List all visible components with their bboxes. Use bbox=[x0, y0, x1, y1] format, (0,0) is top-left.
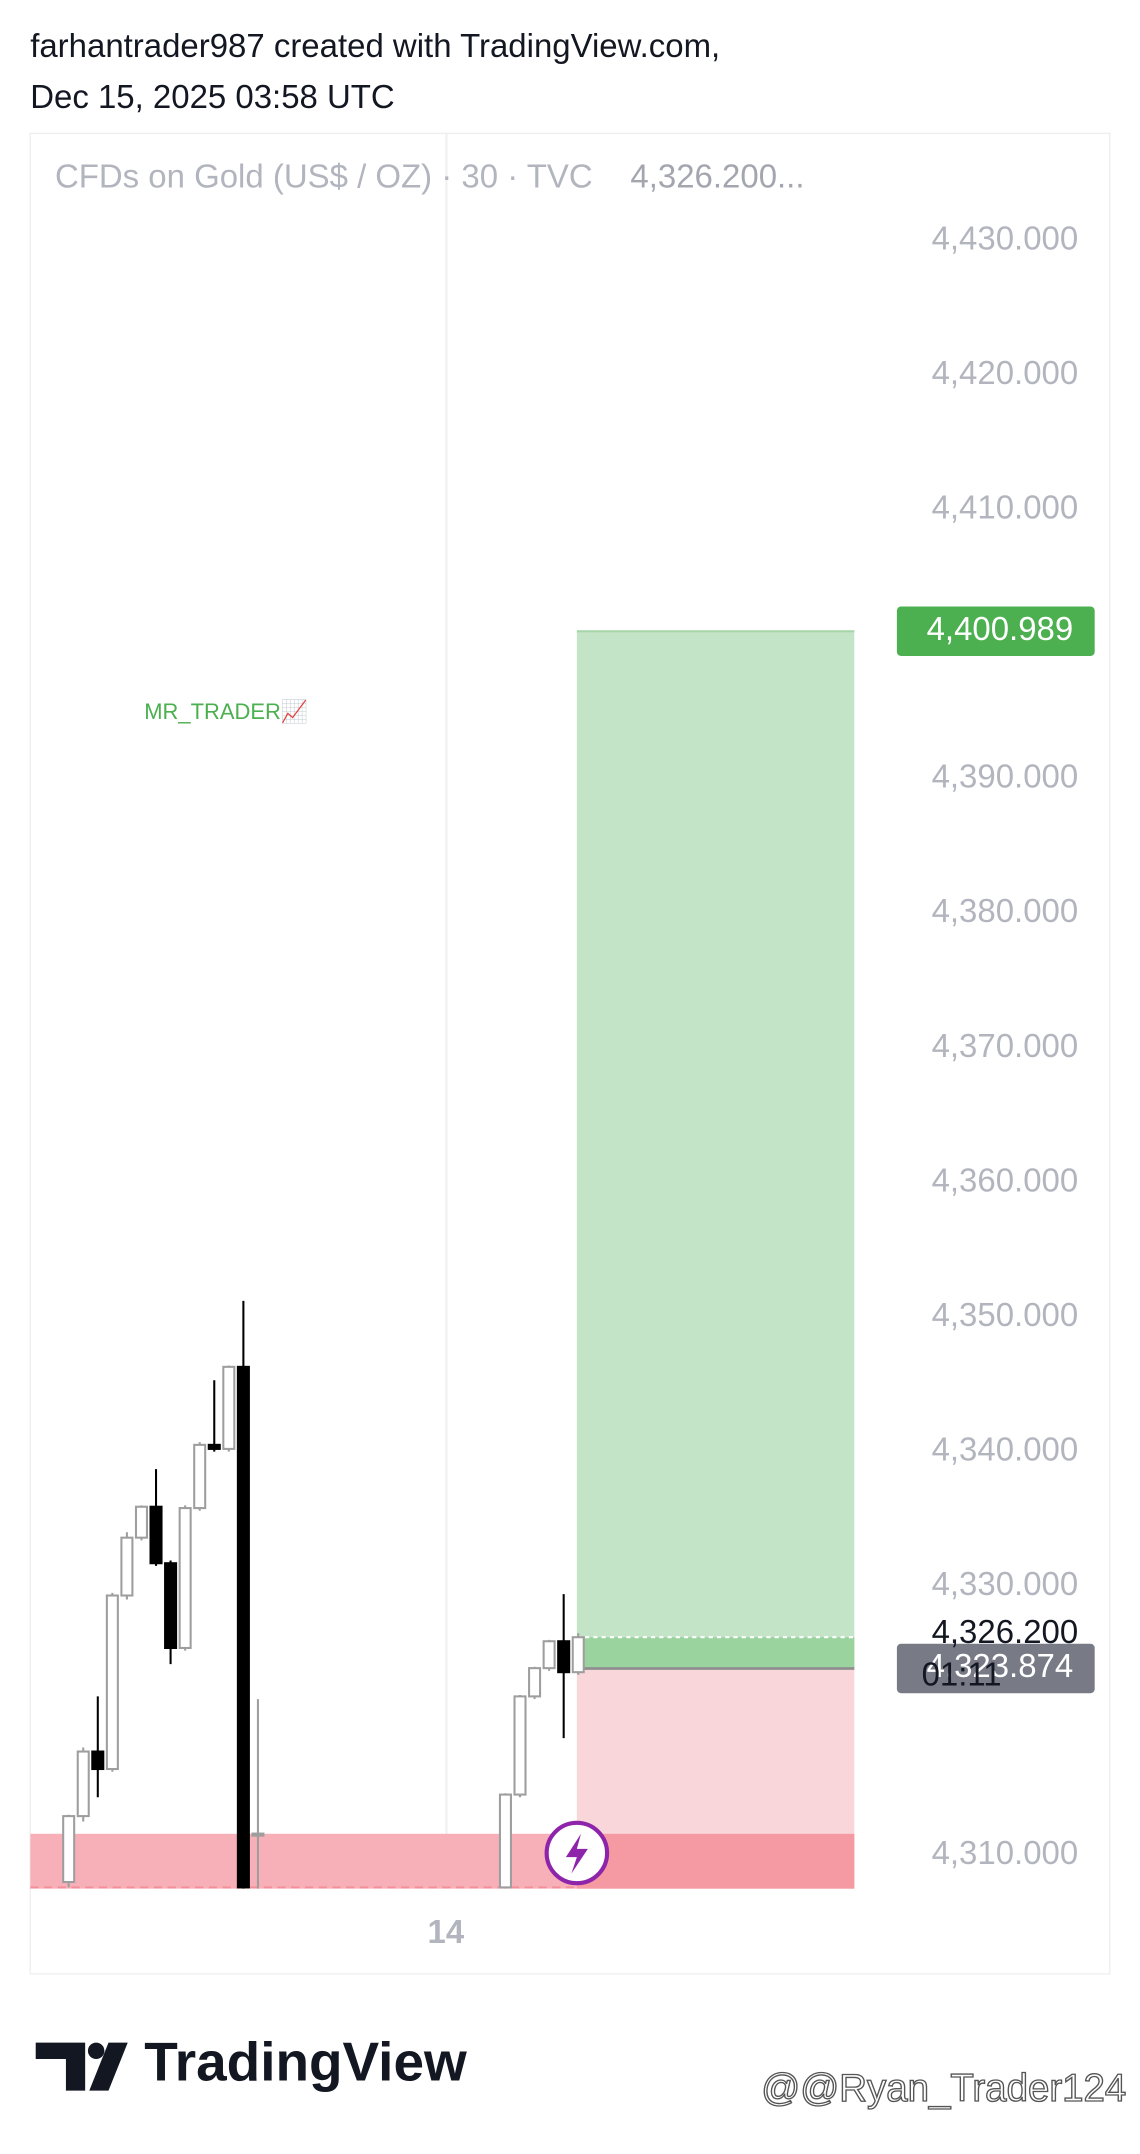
candle-body bbox=[164, 1562, 178, 1649]
price-label: 4,323.874 bbox=[927, 1647, 1074, 1684]
candles bbox=[62, 1300, 585, 1889]
target-zone bbox=[576, 631, 855, 1669]
candle-body bbox=[251, 1832, 265, 1837]
last-price-label: 4,326.200 bbox=[932, 1613, 1079, 1650]
chart-title: CFDs on Gold (US$ / OZ) · 30 · TVC bbox=[55, 157, 593, 194]
candle-body bbox=[222, 1365, 236, 1450]
y-tick-label: 4,330.000 bbox=[932, 1565, 1079, 1602]
brand-logo bbox=[35, 2042, 128, 2091]
y-tick-label: 4,380.000 bbox=[932, 892, 1079, 929]
y-tick-label: 4,410.000 bbox=[932, 489, 1079, 526]
bar-countdown: 01:11 bbox=[922, 1656, 1002, 1693]
candle-body bbox=[557, 1640, 571, 1674]
price-label-box bbox=[896, 606, 1095, 656]
x-tick-label: 14 bbox=[428, 1913, 465, 1950]
header-timestamp: Dec 15, 2025 03:58 UTC bbox=[30, 78, 395, 115]
candle-body bbox=[105, 1594, 119, 1771]
watermark: @@Ryan_Trader124 bbox=[761, 2067, 1126, 2110]
last-value-text: 4,326.200... bbox=[630, 157, 804, 194]
candle-body bbox=[513, 1695, 527, 1796]
y-tick-label: 4,430.000 bbox=[932, 220, 1079, 257]
profit-zone bbox=[576, 1637, 855, 1669]
candle-body bbox=[498, 1793, 512, 1889]
y-tick-label: 4,360.000 bbox=[932, 1161, 1079, 1198]
candle-body bbox=[120, 1536, 134, 1597]
y-tick-label: 4,350.000 bbox=[932, 1296, 1079, 1333]
candle-body bbox=[178, 1507, 192, 1649]
alert-icon bbox=[544, 1820, 610, 1886]
candle-body bbox=[207, 1443, 221, 1450]
candle-body bbox=[134, 1505, 148, 1539]
price-label-box bbox=[896, 1643, 1095, 1694]
y-tick-label: 4,340.000 bbox=[932, 1430, 1079, 1467]
candle-body bbox=[528, 1667, 542, 1698]
zones bbox=[30, 630, 855, 1889]
candle-body bbox=[62, 1815, 76, 1884]
price-label: 4,400.989 bbox=[927, 610, 1074, 647]
candle-body bbox=[542, 1640, 556, 1670]
candle-body bbox=[236, 1365, 250, 1889]
candle-body bbox=[91, 1750, 105, 1771]
y-tick-label: 4,420.000 bbox=[932, 354, 1079, 391]
candle-body bbox=[571, 1636, 585, 1674]
candle-body bbox=[149, 1505, 163, 1565]
header-author: farhantrader987 created with TradingView… bbox=[30, 27, 720, 64]
candle-body bbox=[76, 1750, 90, 1818]
y-tick-label: 4,390.000 bbox=[932, 758, 1079, 795]
annotation: MR_TRADER📈 bbox=[144, 699, 308, 724]
y-tick-label: 4,310.000 bbox=[932, 1834, 1079, 1871]
y-tick-label: 4,370.000 bbox=[932, 1027, 1079, 1064]
candle-body bbox=[193, 1443, 207, 1510]
stop-zone-band bbox=[576, 1833, 855, 1889]
brand-name: TradingView bbox=[144, 2030, 467, 2092]
